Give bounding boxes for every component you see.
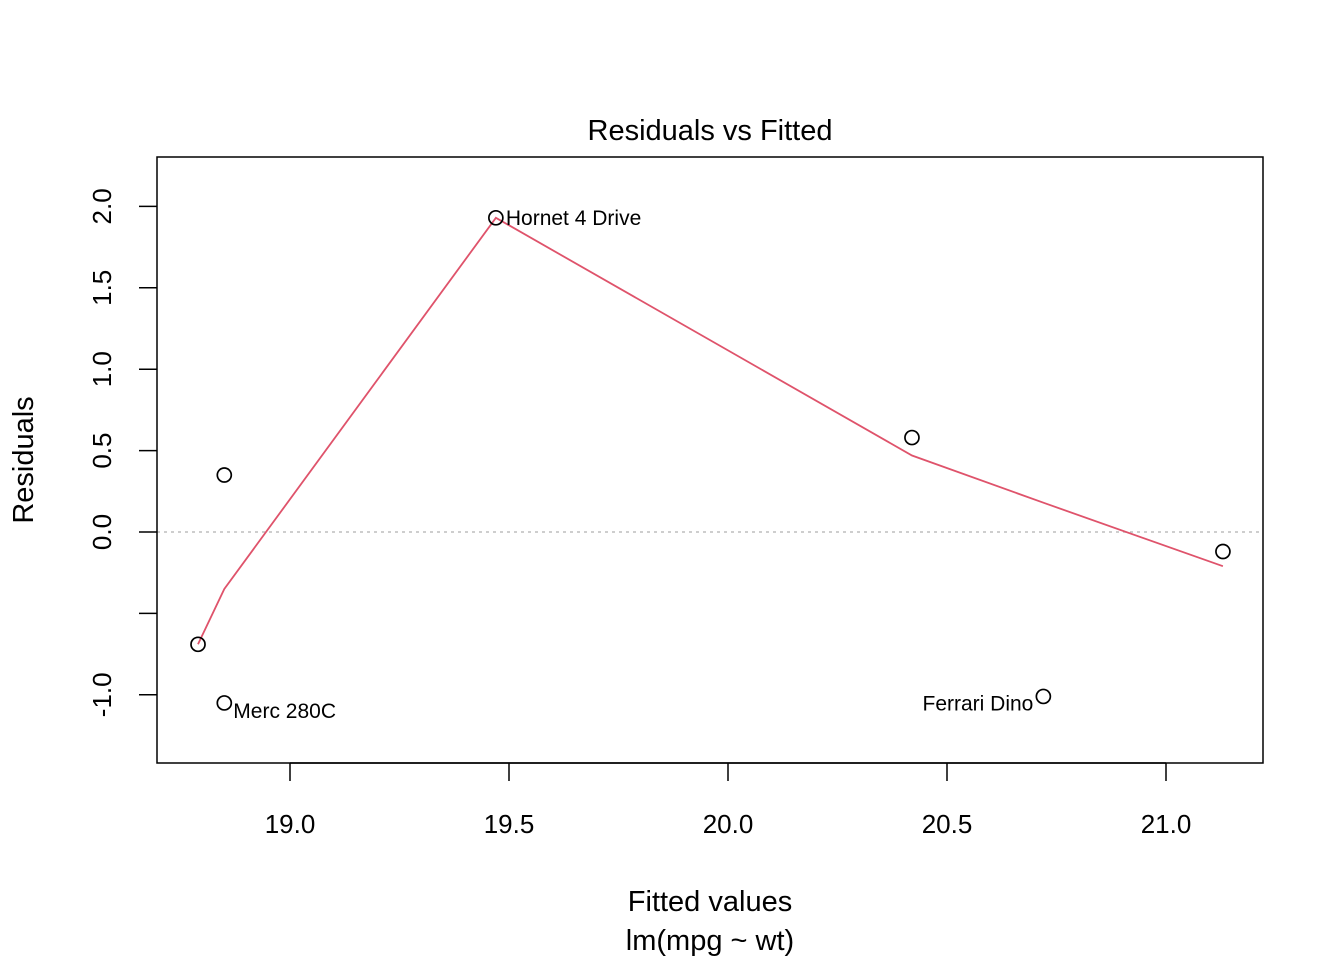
x-tick-label: 20.5 (922, 809, 973, 839)
x-tick-label: 19.0 (265, 809, 316, 839)
y-tick-label: 2.0 (87, 188, 117, 224)
y-tick-label: -1.0 (87, 672, 117, 717)
x-tick-label: 21.0 (1141, 809, 1192, 839)
data-point (216, 467, 233, 483)
smooth-trend-line (197, 216, 1224, 645)
data-point (488, 209, 504, 226)
y-tick-label: 1.0 (87, 351, 117, 387)
y-tick-label: 0.5 (87, 433, 117, 469)
data-point (190, 636, 206, 653)
x-axis-label: Fitted values (628, 886, 792, 918)
y-tick-label: 0.0 (87, 514, 117, 550)
point-label: Ferrari Dino (923, 692, 1034, 715)
y-axis: -1.0 0.0 0.5 1.0 1.5 2.0 (87, 188, 157, 717)
data-point (904, 429, 920, 446)
x-axis-subtitle: lm(mpg ~ wt) (626, 925, 794, 957)
y-tick-label: 1.5 (87, 270, 117, 306)
data-point (1215, 543, 1231, 560)
x-axis: 19.0 19.5 20.0 20.5 21.0 (265, 762, 1192, 839)
data-point (1035, 688, 1052, 705)
plot-area: Merc 280C Hornet 4 Drive Ferrari Dino (157, 207, 1263, 723)
y-axis-label: Residuals (8, 396, 40, 523)
x-tick-label: 19.5 (484, 809, 535, 839)
data-point (216, 695, 233, 711)
point-label: Hornet 4 Drive (506, 207, 641, 230)
point-label: Merc 280C (233, 700, 336, 723)
chart-title: Residuals vs Fitted (588, 115, 833, 147)
x-tick-label: 20.0 (703, 809, 754, 839)
